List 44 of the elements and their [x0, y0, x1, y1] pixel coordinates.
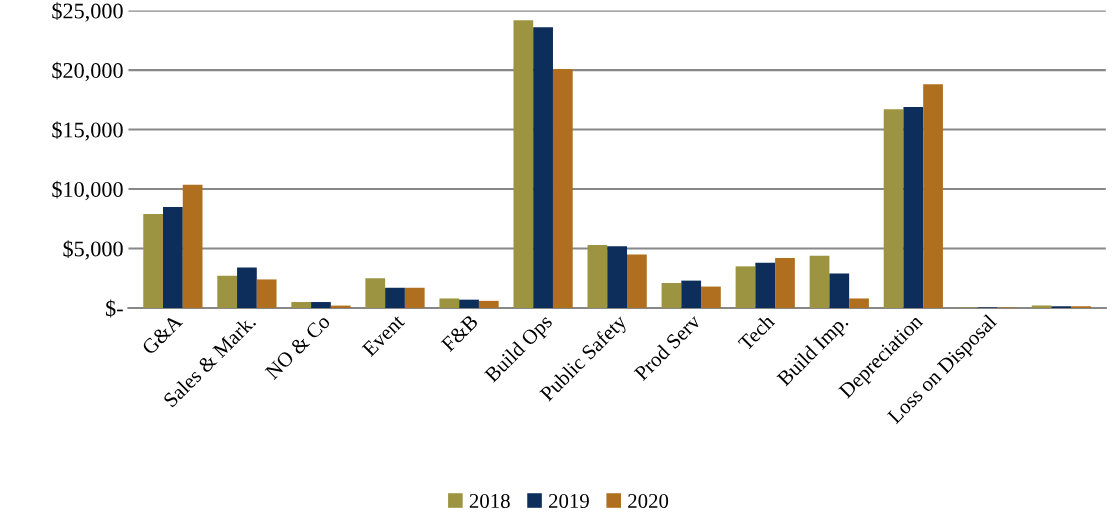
bar: [849, 298, 869, 308]
y-tick-label: $25,000: [52, 2, 123, 22]
bar: [701, 286, 721, 308]
legend-label: 2019: [549, 493, 589, 509]
x-tick-label: NO & Co: [264, 313, 331, 381]
bar: [237, 267, 257, 308]
bar: [829, 273, 850, 308]
bar: [217, 275, 238, 308]
bar: [513, 20, 534, 308]
bar: [903, 106, 924, 308]
legend-label: 2020: [628, 493, 669, 509]
bar: [256, 279, 277, 308]
y-tick-label: $15,000: [52, 121, 123, 141]
bar: [404, 287, 425, 308]
bar: [182, 184, 203, 308]
bar: [681, 280, 702, 308]
bar: [478, 300, 499, 308]
x-tick-label: G&A: [141, 313, 184, 356]
bar: [809, 255, 830, 308]
bar: [735, 266, 756, 308]
bar: [291, 302, 312, 308]
y-tick-label: $-: [106, 299, 123, 318]
bar: [311, 302, 331, 308]
bar: [552, 68, 573, 308]
bar: [459, 299, 479, 308]
bar: [661, 283, 682, 308]
legend-label: 2018: [469, 493, 510, 509]
bar: [883, 109, 904, 308]
bar: [143, 214, 164, 308]
bar: [627, 254, 647, 308]
bar: [923, 84, 943, 308]
bar: [587, 244, 608, 308]
bar: [607, 246, 628, 308]
bar: [163, 206, 183, 308]
y-tick-label: $5,000: [63, 240, 123, 260]
bar: [775, 258, 795, 308]
bar: [365, 278, 386, 308]
x-tick-label: Tech: [737, 313, 776, 352]
bar: [439, 298, 460, 308]
y-tick-label: $10,000: [52, 180, 123, 201]
bar: [755, 262, 776, 308]
bar: [533, 27, 553, 308]
bar: [385, 287, 405, 308]
y-tick-label: $20,000: [52, 61, 123, 82]
